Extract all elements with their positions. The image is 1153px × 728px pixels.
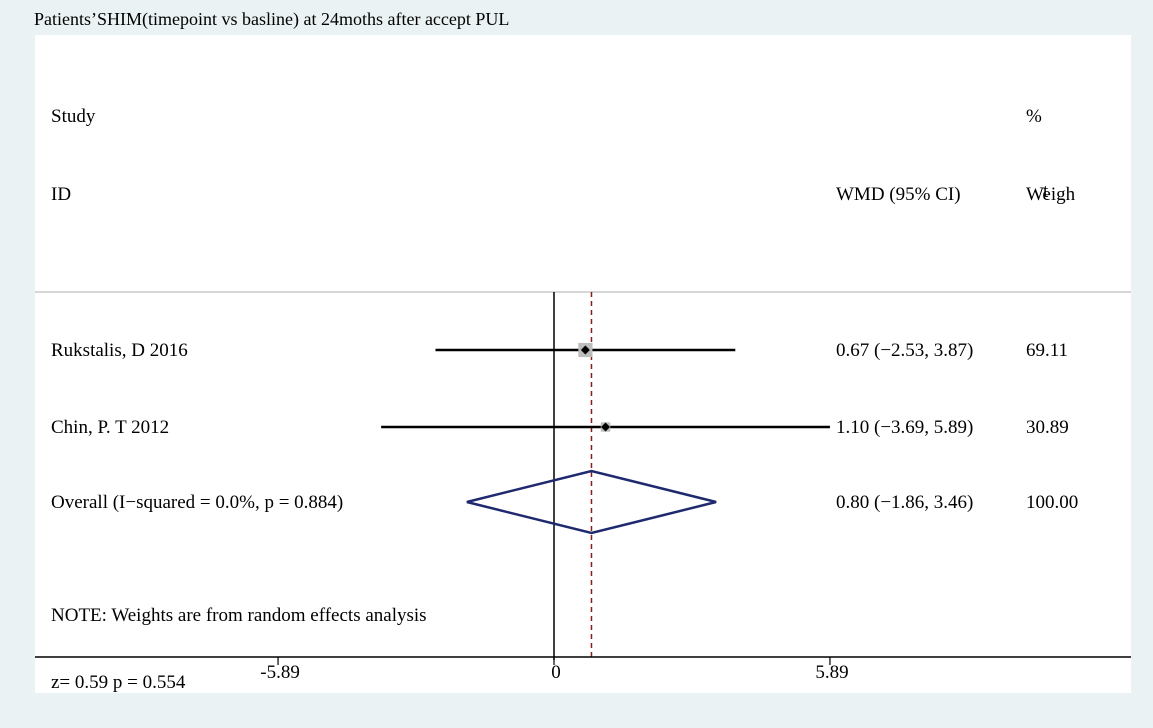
study-effect-label: 1.10 (−3.69, 5.89) bbox=[836, 417, 973, 438]
overall-effect-label: 0.80 (−1.86, 3.46) bbox=[836, 492, 973, 513]
study-point-estimate bbox=[601, 422, 611, 432]
plot-panel bbox=[35, 35, 1131, 693]
note-text: NOTE: Weights are from random effects an… bbox=[51, 605, 427, 626]
header-effect: WMD (95% CI) bbox=[836, 184, 961, 205]
study-effect-label: 0.67 (−2.53, 3.87) bbox=[836, 340, 973, 361]
study-point-estimate bbox=[580, 345, 590, 355]
overall-name: Overall (I−squared = 0.0%, p = 0.884) bbox=[51, 492, 343, 513]
x-tick-label: -5.89 bbox=[260, 662, 300, 683]
overall-diamond bbox=[466, 469, 717, 535]
study-weight-label: 69.11 bbox=[1026, 340, 1068, 361]
x-tick-label: 5.89 bbox=[815, 662, 848, 683]
study-weight-label: 30.89 bbox=[1026, 417, 1069, 438]
header-weight: Weigh bbox=[1026, 184, 1076, 205]
study-name: Chin, P. T 2012 bbox=[51, 417, 169, 438]
header-study: Study bbox=[51, 106, 96, 127]
header-weight-partial: t bbox=[1043, 181, 1049, 202]
header-percent: % bbox=[1026, 106, 1042, 127]
ztest-text: z= 0.59 p = 0.554 bbox=[51, 672, 186, 693]
x-tick-label: 0 bbox=[551, 662, 561, 683]
chart-title: Patients’SHIM(timepoint vs basline) at 2… bbox=[34, 9, 509, 30]
header-id: ID bbox=[51, 184, 71, 205]
overall-weight-label: 100.00 bbox=[1026, 492, 1078, 513]
study-name: Rukstalis, D 2016 bbox=[51, 340, 188, 361]
